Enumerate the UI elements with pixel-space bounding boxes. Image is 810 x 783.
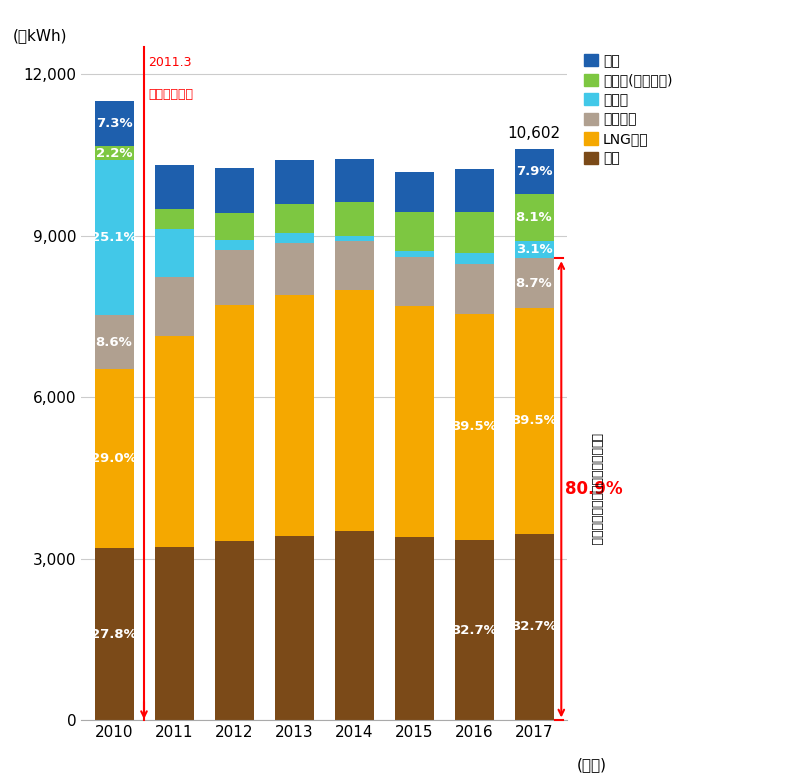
Bar: [275, 536, 313, 720]
Text: 25.1%: 25.1%: [92, 231, 137, 244]
Bar: [95, 146, 134, 160]
Bar: [155, 276, 194, 336]
Bar: [95, 101, 134, 146]
Bar: [454, 540, 493, 720]
Bar: [275, 295, 313, 536]
Bar: [275, 204, 313, 233]
Text: 電源構成における化石燃料依存度: 電源構成における化石燃料依存度: [589, 433, 602, 546]
Bar: [335, 202, 373, 236]
Bar: [335, 290, 373, 531]
Bar: [155, 547, 194, 720]
Bar: [335, 241, 373, 290]
Bar: [514, 308, 553, 533]
Bar: [454, 212, 493, 253]
Text: 29.0%: 29.0%: [91, 452, 137, 465]
Text: 東日本大震災: 東日本大震災: [148, 88, 194, 101]
Bar: [454, 253, 493, 264]
Text: 39.5%: 39.5%: [511, 414, 557, 428]
Bar: [155, 165, 194, 209]
Bar: [335, 159, 373, 202]
Bar: [394, 251, 433, 257]
Bar: [215, 305, 254, 540]
Bar: [215, 250, 254, 305]
Text: 27.8%: 27.8%: [91, 628, 137, 640]
Bar: [275, 233, 313, 244]
Bar: [335, 531, 373, 720]
Text: 10,602: 10,602: [507, 126, 561, 141]
Bar: [215, 213, 254, 240]
Bar: [514, 258, 553, 308]
Bar: [394, 257, 433, 306]
Text: 32.7%: 32.7%: [451, 623, 497, 637]
Text: 8.6%: 8.6%: [96, 336, 132, 348]
Bar: [514, 533, 553, 720]
Text: 3.1%: 3.1%: [516, 243, 552, 256]
Text: 7.3%: 7.3%: [96, 117, 132, 130]
Bar: [394, 171, 433, 212]
Bar: [215, 168, 254, 213]
Bar: [155, 336, 194, 547]
Text: 2011.3: 2011.3: [148, 56, 192, 69]
Text: 8.1%: 8.1%: [516, 211, 552, 224]
Bar: [394, 306, 433, 537]
Bar: [155, 209, 194, 229]
Bar: [454, 313, 493, 540]
Bar: [275, 244, 313, 295]
Bar: [514, 150, 553, 194]
Bar: [215, 240, 254, 250]
Bar: [155, 229, 194, 276]
Bar: [95, 548, 134, 720]
Text: 39.5%: 39.5%: [451, 420, 497, 433]
Bar: [95, 316, 134, 369]
Text: 2.2%: 2.2%: [96, 146, 132, 160]
Text: (億kWh): (億kWh): [13, 29, 67, 44]
Bar: [335, 236, 373, 241]
Text: (年度): (年度): [577, 757, 607, 772]
Text: 32.7%: 32.7%: [511, 620, 557, 633]
Bar: [454, 169, 493, 212]
Bar: [95, 369, 134, 548]
Text: 7.9%: 7.9%: [516, 165, 552, 179]
Text: 8.7%: 8.7%: [516, 276, 552, 290]
Bar: [95, 160, 134, 316]
Bar: [514, 194, 553, 240]
Bar: [275, 160, 313, 204]
Bar: [394, 537, 433, 720]
Bar: [215, 540, 254, 720]
Bar: [514, 240, 553, 258]
Legend: 水力, 再エネ(水力除く), 原子力, 石油など, LNG火力, 石炭: 水力, 再エネ(水力除く), 原子力, 石油など, LNG火力, 石炭: [584, 54, 672, 166]
Bar: [394, 212, 433, 251]
Bar: [454, 264, 493, 313]
Text: 80.9%: 80.9%: [565, 480, 623, 498]
